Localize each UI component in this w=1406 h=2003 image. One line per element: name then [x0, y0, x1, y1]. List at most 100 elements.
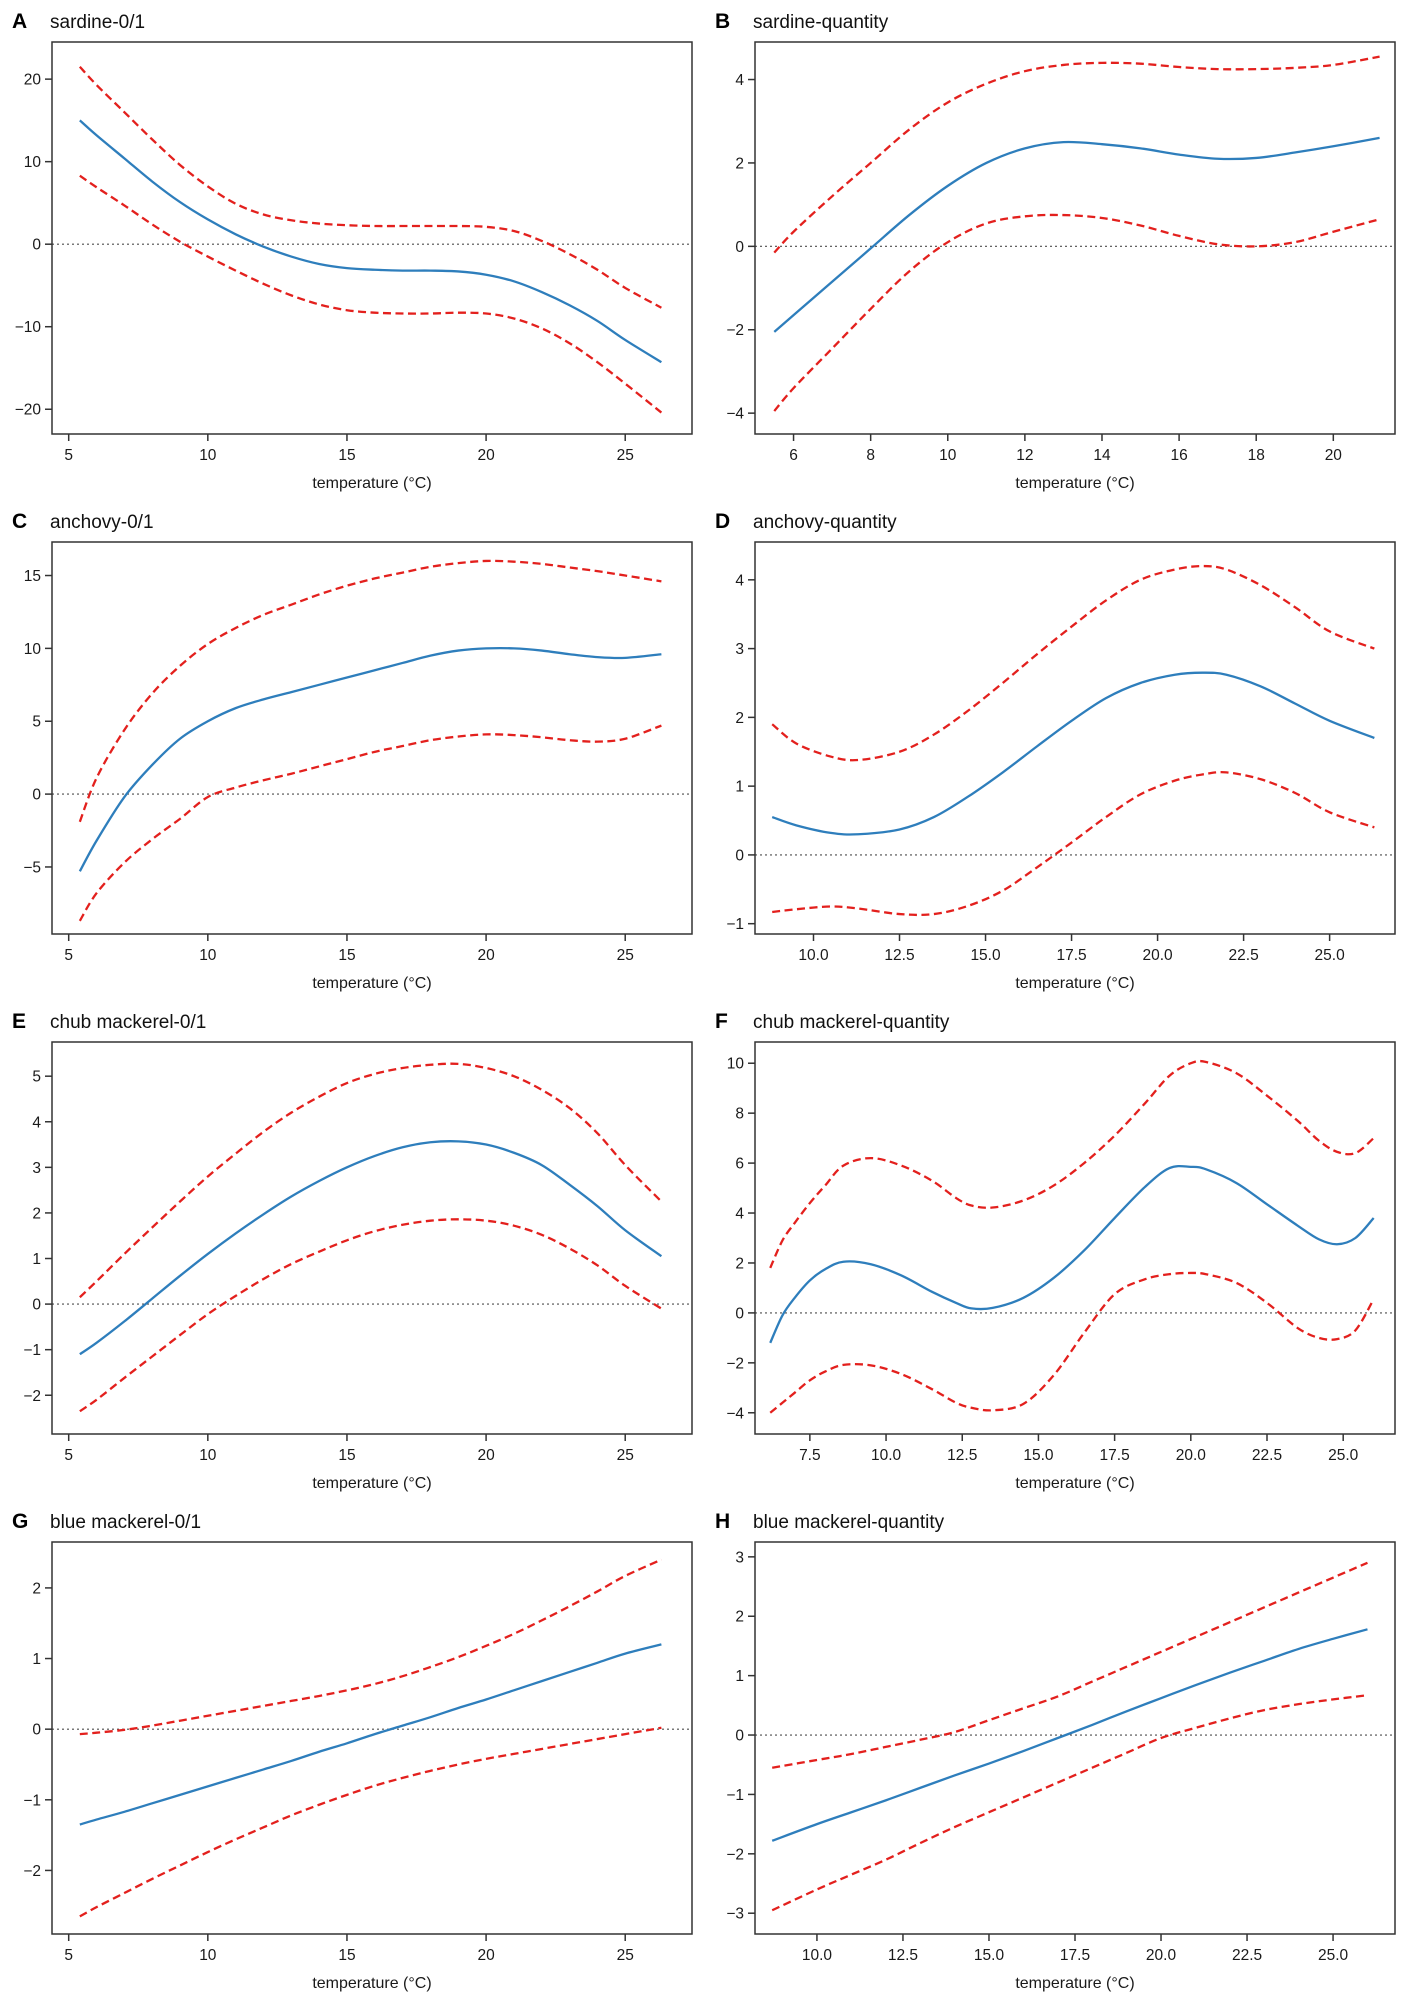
x-tick-label: 15.0 — [974, 1947, 1005, 1964]
x-tick-label: 20 — [477, 447, 495, 464]
plot-border — [51, 1541, 693, 1935]
upper-ci-line — [772, 1561, 1368, 1769]
y-tick-label: 0 — [735, 239, 744, 256]
upper-ci-line — [78, 65, 662, 309]
plot-border — [754, 41, 1396, 435]
panel-h: H blue mackerel-quantity 10.0 12.5 15.0 17.… — [703, 1500, 1406, 2000]
y-tick-label: −5 — [23, 859, 41, 876]
panel-e: E chub mackerel-0/1 5 10 15 20 25 5 4 3 2 1 0 −1 −2 t… — [0, 1000, 703, 1500]
y-tick-label: −2 — [726, 1846, 744, 1863]
y-tick-label: 0 — [32, 1297, 41, 1314]
panel-b-title-row: B sardine-quantity — [703, 0, 1406, 34]
plot-border — [51, 541, 693, 935]
fit-line — [79, 119, 662, 364]
x-tick-label: 12.5 — [888, 1947, 918, 1964]
x-tick-label: 25.0 — [1328, 1447, 1359, 1464]
y-tick-label: 2 — [735, 1609, 744, 1626]
x-tick-label: 6 — [789, 447, 798, 464]
plot-border — [754, 541, 1396, 935]
panel-d-chart: 10.0 12.5 15.0 17.5 20.0 22.5 25.0 4 3 2 1 0 −1 tempe… — [726, 541, 1396, 992]
x-tick-label: 5 — [64, 447, 73, 464]
x-tick-label: 20.0 — [1142, 947, 1173, 964]
fit-line — [769, 1164, 1375, 1344]
y-tick-label: 2 — [32, 1580, 41, 1597]
lower-ci-line — [769, 1271, 1375, 1414]
x-axis-label: temperature (°C) — [1015, 975, 1134, 992]
upper-ci-line — [78, 559, 662, 823]
panel-g-title-row: G blue mackerel-0/1 — [0, 1500, 703, 1534]
y-tick-label: 5 — [32, 714, 41, 731]
y-tick-label: 4 — [735, 1206, 744, 1223]
y-tick-label: 0 — [735, 1728, 744, 1745]
y-tick-label: −2 — [23, 1863, 41, 1880]
x-axis-label: temperature (°C) — [1015, 1975, 1134, 1992]
upper-ci-line — [79, 1558, 662, 1736]
y-tick-label: −3 — [726, 1906, 744, 1923]
y-tick-label: 5 — [32, 1069, 41, 1086]
y-tick-label: −1 — [726, 1787, 744, 1804]
x-tick-label: 25 — [617, 1947, 634, 1964]
x-tick-label: 20 — [477, 947, 495, 964]
panel-f-title-row: F chub mackerel-quantity — [703, 1000, 1406, 1034]
x-tick-label: 12.5 — [947, 1447, 977, 1464]
x-axis-label: temperature (°C) — [1015, 475, 1134, 492]
plot-border — [754, 1041, 1396, 1435]
fit-line — [78, 646, 662, 872]
y-tick-label: 2 — [735, 155, 744, 172]
y-tick-label: 10 — [727, 1056, 745, 1073]
y-tick-label: 0 — [32, 237, 41, 254]
y-tick-label: 0 — [32, 1722, 41, 1739]
x-tick-label: 20.0 — [1146, 1947, 1177, 1964]
lower-ci-line — [78, 724, 662, 922]
y-tick-label: 10 — [24, 641, 42, 658]
x-tick-label: 22.5 — [1229, 947, 1259, 964]
panel-letter: D — [715, 510, 731, 533]
panel-title: blue mackerel-0/1 — [50, 1512, 202, 1533]
y-tick-label: −2 — [23, 1388, 41, 1405]
panel-letter: E — [12, 1010, 27, 1033]
x-axis-label: temperature (°C) — [312, 1475, 431, 1492]
y-tick-label: 6 — [735, 1156, 744, 1173]
panel-letter: H — [715, 1510, 731, 1533]
fit-line — [771, 1628, 1368, 1842]
x-tick-label: 10 — [199, 1947, 217, 1964]
x-tick-label: 20 — [477, 1447, 495, 1464]
panel-c-chart: 5 10 15 20 25 15 10 5 0 −5 temperature (°C) — [23, 541, 693, 992]
y-tick-label: 2 — [32, 1205, 41, 1222]
x-tick-label: 8 — [866, 447, 875, 464]
x-tick-label: 14 — [1093, 447, 1111, 464]
x-tick-label: 15.0 — [970, 947, 1001, 964]
y-tick-label: 2 — [735, 1255, 744, 1272]
panel-b: B sardine-quantity 6 8 10 12 14 16 18 20 4 2 0 −2 −4… — [703, 0, 1406, 500]
panel-f: F chub mackerel-quantity 7.5 10.0 12.5 15.0… — [703, 1000, 1406, 1500]
x-tick-label: 22.5 — [1252, 1447, 1282, 1464]
x-axis-label: temperature (°C) — [312, 975, 431, 992]
y-tick-label: −4 — [726, 406, 744, 423]
y-tick-label: −1 — [23, 1342, 41, 1359]
y-tick-label: 1 — [735, 1668, 744, 1685]
x-tick-label: 15 — [338, 447, 355, 464]
panel-a-chart: 5 10 15 20 25 20 10 0 −10 −20 temperature (°C) — [15, 41, 693, 492]
panel-h-title-row: H blue mackerel-quantity — [703, 1500, 1406, 1534]
panel-title: anchovy-0/1 — [50, 512, 154, 533]
x-tick-label: 17.5 — [1100, 1447, 1130, 1464]
lower-ci-line — [79, 1218, 663, 1413]
x-tick-label: 12 — [1016, 447, 1033, 464]
x-tick-label: 7.5 — [799, 1447, 821, 1464]
x-tick-label: 5 — [64, 1947, 73, 1964]
fit-line — [771, 671, 1375, 836]
fit-line — [773, 136, 1380, 333]
panel-letter: G — [12, 1510, 29, 1533]
panel-h-chart: 10.0 12.5 15.0 17.5 20.0 22.5 25.0 3 2 1 0 −1 −2 −3 te… — [726, 1541, 1396, 1992]
y-tick-label: 0 — [735, 1305, 744, 1322]
x-tick-label: 18 — [1248, 447, 1265, 464]
x-tick-label: 25.0 — [1315, 947, 1346, 964]
upper-ci-line — [773, 55, 1380, 254]
x-tick-label: 25 — [617, 447, 634, 464]
lower-ci-line — [79, 1726, 662, 1918]
y-tick-label: −1 — [726, 916, 744, 933]
